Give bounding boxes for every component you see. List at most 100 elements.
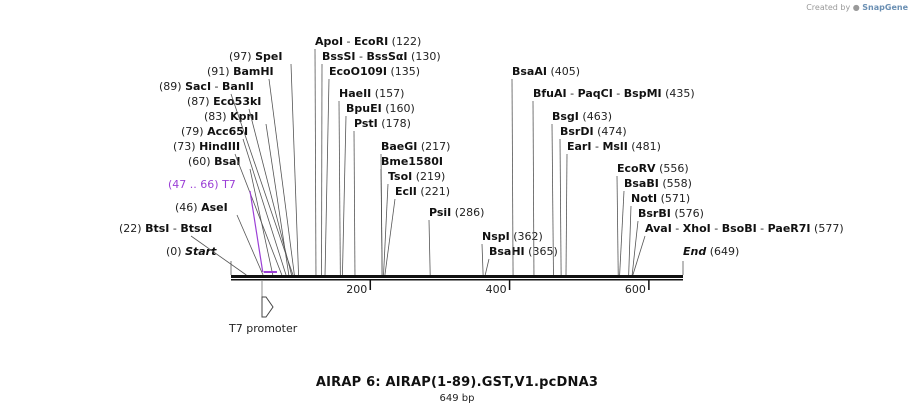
site-asei[interactable]: (46) AseI [175, 201, 264, 276]
site-noti[interactable]: NotI (571) [628, 192, 691, 276]
site-kpni[interactable]: (83) KpnI [204, 110, 290, 276]
site-leader-line [242, 138, 287, 276]
feature-name: T7 promoter [228, 322, 298, 335]
site-label: BaeGI (217) [381, 140, 450, 153]
site-apoi[interactable]: ApoI - EcoRI (122) [314, 35, 421, 276]
site-name: PstI [354, 117, 378, 130]
site-avai[interactable]: AvaI - XhoI - BsoBI - PaeR7I (577) [632, 222, 844, 276]
site-separator: - [211, 80, 222, 93]
site-label: (91) BamHI [207, 65, 274, 78]
site-name: BsaBI [624, 177, 659, 190]
site-bpuei[interactable]: BpuEI (160) [342, 102, 415, 276]
site-label: NotI (571) [631, 192, 690, 205]
site-leader-line [631, 220, 639, 276]
site-nspi[interactable]: NspI (362) [481, 230, 543, 276]
site-bsssi[interactable]: BssSI - BssSαI (130) [321, 50, 441, 276]
site-tsoi[interactable]: TsoI (219) [383, 170, 446, 276]
site-leader-line [338, 100, 341, 276]
site-position: (577) [811, 222, 844, 235]
site-leader-line [380, 168, 383, 276]
site-hindiii[interactable]: (73) HindIII [173, 140, 283, 276]
site-spei[interactable]: (97) SpeI [229, 50, 299, 276]
site-bsahi[interactable]: BsaHI (365) [484, 245, 558, 276]
site-eari[interactable]: EarI - MslI (481) [565, 140, 661, 276]
site-separator: - [591, 140, 602, 153]
site-position: (46) [175, 201, 201, 214]
site-separator: - [343, 35, 354, 48]
site-label: (97) SpeI [229, 50, 282, 63]
site-name: SacI [185, 80, 211, 93]
site-name: ApoI [315, 35, 343, 48]
site-label: Bme1580I [381, 155, 443, 168]
site-leader-line [236, 214, 264, 276]
site-label: (73) HindIII [173, 140, 240, 153]
site-leader-line [342, 115, 347, 276]
site-haeii[interactable]: HaeII (157) [338, 87, 404, 276]
site-name: PaeR7I [768, 222, 811, 235]
site-leader-line [628, 205, 632, 276]
site-leader-line [268, 78, 295, 276]
site-bfuai[interactable]: BfuAI - PaqCI - BspMI (435) [532, 87, 695, 276]
site-name: EcoO109I [329, 65, 387, 78]
site-label: BsaAI (405) [512, 65, 580, 78]
site-leader-line [314, 48, 317, 276]
feature-short-name: T7 [221, 178, 236, 191]
site-name: BssSI [322, 50, 356, 63]
site-position: (135) [387, 65, 420, 78]
site-name: BsaAI [512, 65, 547, 78]
site-name: BsoBI [722, 222, 757, 235]
site-label: EcoRV (556) [617, 162, 689, 175]
site-bme1580i[interactable]: Bme1580I [380, 155, 443, 276]
site-label: BpuEI (160) [346, 102, 415, 115]
feature-t7-promoter[interactable]: (47 .. 66) T7 T7 promoter [168, 178, 298, 335]
site-name: EarI [567, 140, 591, 153]
site-ecli[interactable]: EclI (221) [384, 185, 450, 276]
site-bsgi[interactable]: BsgI (463) [551, 110, 612, 276]
site-position: (97) [229, 50, 255, 63]
site-leader-line [290, 63, 299, 276]
site-ecorv[interactable]: EcoRV (556) [616, 162, 689, 276]
site-leader-line [428, 219, 431, 276]
site-leader-line [484, 258, 490, 276]
site-leader-line [230, 93, 294, 276]
site-end[interactable]: End (649) [682, 245, 739, 275]
site-label: (79) Acc65I [181, 125, 248, 138]
site-eco53ki[interactable]: (87) Eco53kI [187, 95, 292, 276]
feature-label: (47 .. 66) T7 [168, 178, 236, 191]
site-name: EclI [395, 185, 417, 198]
site-bsrbi[interactable]: BsrBI (576) [631, 207, 704, 276]
snapgene-logo-icon: ● [852, 3, 860, 12]
site-name: BfuAI [533, 87, 567, 100]
site-psti[interactable]: PstI (178) [353, 117, 411, 276]
site-bsai[interactable]: (60) BsaI [188, 155, 274, 276]
credit-prefix: Created by [806, 3, 851, 12]
site-label: TsoI (219) [388, 170, 445, 183]
site-name: HindIII [199, 140, 240, 153]
site-label: ApoI - EcoRI (122) [315, 35, 421, 48]
site-bamhi[interactable]: (91) BamHI [207, 65, 295, 276]
site-position: (556) [656, 162, 689, 175]
site-label: BsgI (463) [552, 110, 612, 123]
site-bsaai[interactable]: BsaAI (405) [511, 65, 580, 276]
site-ecoo109i[interactable]: EcoO109I (135) [324, 65, 420, 276]
site-leader-line [248, 108, 292, 276]
site-bsrdi[interactable]: BsrDI (474) [559, 125, 627, 276]
site-position: (22) [119, 222, 145, 235]
site-separator: - [672, 222, 683, 235]
site-name: KpnI [230, 110, 258, 123]
site-name: BsrDI [560, 125, 594, 138]
site-psii[interactable]: PsiI (286) [428, 206, 484, 276]
site-saci[interactable]: (89) SacI - BanII [159, 80, 294, 276]
site-start[interactable]: (0) Start [166, 245, 232, 275]
site-label: HaeII (157) [339, 87, 404, 100]
site-position: (576) [671, 207, 704, 220]
site-name: BtsαI [180, 222, 212, 235]
site-position: (362) [510, 230, 543, 243]
site-label: BsaBI (558) [624, 177, 692, 190]
site-acc65i[interactable]: (79) Acc65I [181, 125, 287, 276]
site-bsabi[interactable]: BsaBI (558) [619, 177, 692, 276]
site-position: (571) [657, 192, 690, 205]
site-label: (89) SacI - BanII [159, 80, 254, 93]
site-position: (122) [388, 35, 421, 48]
site-btsi[interactable]: (22) BtsI - BtsαI [119, 222, 247, 276]
